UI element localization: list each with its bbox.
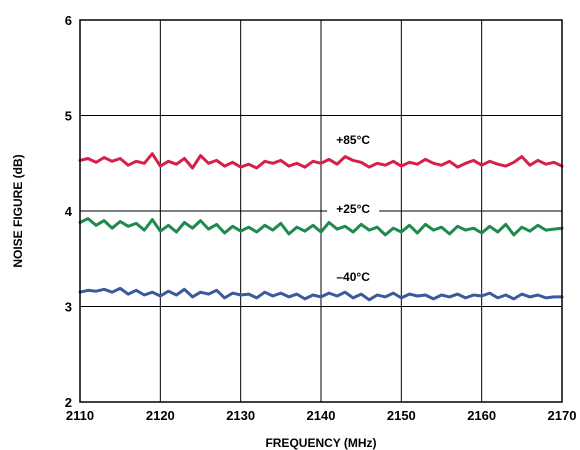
series-label: +25°C [336, 202, 370, 216]
x-tick-label: 2140 [307, 408, 336, 423]
series-line-2 [78, 286, 564, 302]
x-tick-label: 2110 [66, 408, 94, 423]
y-tick-label: 3 [65, 300, 72, 315]
plot-frame [79, 19, 563, 403]
series-label: +85°C [336, 133, 370, 147]
series-label-bg [327, 131, 380, 148]
series-lines [78, 152, 564, 302]
series-labels: +85°C +25°C –40°C [327, 131, 380, 284]
x-tick-label: 2160 [467, 408, 496, 423]
y-axis-title: NOISE FIGURE (dB) [11, 154, 25, 267]
x-axis-title: FREQUENCY (MHz) [265, 436, 376, 450]
series-label: –40°C [336, 270, 370, 284]
series-label-bg [327, 267, 380, 284]
series-line-1 [78, 217, 564, 237]
series-label-bg [327, 200, 380, 216]
x-tick-label: 2130 [226, 408, 255, 423]
series-line-0 [78, 152, 564, 170]
x-tick-labels: 2110 2120 2130 2140 2150 2160 2170 [66, 408, 577, 423]
y-tick-label: 6 [65, 13, 72, 28]
y-tick-labels: 2 3 4 5 6 [65, 13, 73, 410]
x-tick-label: 2150 [387, 408, 416, 423]
grid [79, 19, 563, 403]
x-tick-label: 2120 [146, 408, 175, 423]
y-tick-label: 4 [65, 204, 73, 219]
x-tick-label: 2170 [548, 408, 577, 423]
y-tick-label: 5 [65, 109, 72, 124]
y-tick-label: 2 [65, 395, 72, 410]
